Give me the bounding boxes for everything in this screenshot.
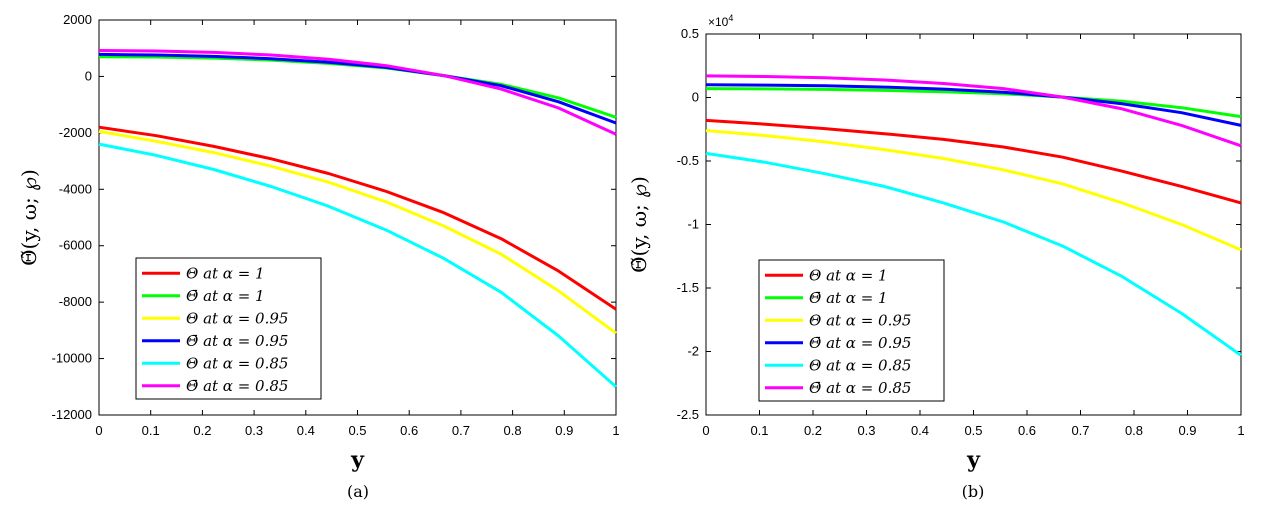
y-tick-label: -2.5 [677,407,699,422]
y-tick-label: -6000 [59,238,92,253]
panel-caption: (a) [347,482,369,501]
x-tick-label: 0.8 [1125,423,1143,438]
y-tick-label: -1.5 [677,280,699,295]
y-tick-label: 0.5 [681,26,699,41]
x-tick-label: 0.9 [555,423,573,438]
series-line-4 [705,83,1242,127]
x-axis-label: y [966,447,981,473]
series-line-2 [705,87,1242,119]
legend-entry-label: Θ̄ at α = 0.95 [809,334,911,352]
series-line-1 [98,125,617,311]
y-tick-label: 0 [85,68,92,83]
y-axis-label: Θ̃(y, ω; ℘) [627,176,651,273]
y-tick-label: -4000 [59,181,92,196]
y-tick-label: -0.5 [677,153,699,168]
y-tick-label: -1 [687,217,699,232]
series-line-3 [705,129,1242,252]
x-tick-label: 0.3 [857,423,875,438]
legend-box [758,259,945,402]
x-tick-label: 0.1 [750,423,768,438]
x-tick-label: 0.3 [245,423,263,438]
x-tick-label: 0.6 [1018,423,1036,438]
legend-entry-label: Θ̄ at α = 1 [809,289,888,307]
x-tick-label: 0 [702,423,709,438]
y-tick-label: -2 [687,344,699,359]
legend-entry-label: Θ̄ at α = 0.95 [186,332,288,350]
x-tick-label: 0.7 [452,423,470,438]
y-tick-label: -12000 [52,407,92,422]
legend-entry-label: Θ̄ at α = 0.85 [809,379,911,397]
y-axis-label: Θ̃(y, ω; ℘) [17,169,41,266]
legend-box [135,257,322,400]
legend-entry-label: Θ at α = 1 [809,266,888,284]
series-line-5 [98,142,617,388]
x-tick-label: 0.4 [297,423,315,438]
legend-entry-label: Θ at α = 1 [186,264,265,282]
x-axis-label: y [350,447,365,473]
legend-entry-label: Θ̄ at α = 0.85 [186,377,288,395]
chart-panel-b: 0 0.1 0.2 0.3 0.4 0.5 0.6 0.7 0.8 0.9 1 0.5 0 -0.5 -1 -… [627,13,1245,501]
panel-caption: (b) [962,482,985,501]
x-tick-label: 0.9 [1178,423,1196,438]
y-tick-label: -10000 [52,351,92,366]
x-tick-label: 0.7 [1071,423,1089,438]
series-line-1 [705,118,1242,205]
x-tick-label: 0.5 [964,423,982,438]
legend-entry-label: Θ at α = 0.95 [186,309,288,327]
chart-panel-a: 0 0.1 0.2 0.3 0.4 0.5 0.6 0.7 0.8 0.9 1 2000 0 -2000 -… [17,12,620,501]
y-tick-label: -8000 [59,294,92,309]
series-line-3 [98,129,617,335]
x-tick-label: 0.8 [504,423,522,438]
y-tick-label: 0 [692,90,699,105]
legend-entry-label: Θ at α = 0.95 [809,311,911,329]
x-tick-label: 0.2 [193,423,211,438]
y-exponent-label: ×104 [708,13,733,29]
x-tick-label: 0.1 [142,423,160,438]
legend-entry-label: Θ̄ at α = 1 [186,287,265,305]
legend-entry-label: Θ at α = 0.85 [809,356,911,374]
x-tick-label: 0.4 [911,423,929,438]
x-tick-label: 0 [95,423,102,438]
x-tick-label: 0.5 [348,423,366,438]
series-line-5 [705,151,1242,357]
x-tick-label: 0.2 [804,423,822,438]
x-tick-label: 1 [612,423,619,438]
y-exponent-power: 4 [728,13,733,23]
x-tick-label: 1 [1237,423,1244,438]
y-tick-label: -2000 [59,125,92,140]
series-line-6 [98,49,617,136]
series-line-4 [98,52,617,125]
series-line-6 [705,74,1242,148]
legend-entry-label: Θ at α = 0.85 [186,354,288,372]
x-tick-label: 0.6 [400,423,418,438]
y-tick-label: 2000 [63,12,92,27]
